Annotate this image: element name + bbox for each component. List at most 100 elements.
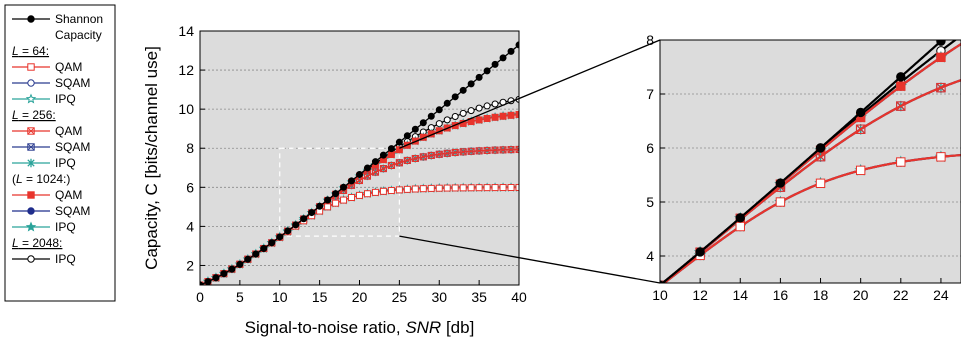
data-point [387,151,395,159]
data-point [499,184,507,192]
data-point [363,190,371,198]
connector-line-top [399,39,661,149]
data-point [403,185,411,193]
data-point [515,41,519,49]
y-tick-label: 5 [646,194,654,210]
data-point [660,280,665,283]
legend-group-heading: L = 64: [12,44,49,58]
data-point [395,138,403,146]
plot-frame [659,39,961,284]
series-line [660,40,944,283]
data-point [387,145,395,153]
data-point [300,215,308,223]
x-tick-label: 20 [853,287,869,303]
x-tick-label: 5 [236,289,244,305]
data-point [419,185,427,193]
data-point [475,184,483,192]
tick-labels: 0 5 10 15 20 25 30 35 40 2 4 6 8 10 12 14 [178,23,527,305]
data-point [356,170,363,178]
x-tick-label: 15 [312,289,328,305]
x-tick-label: 30 [431,289,447,305]
x-axis-label-text: Signal-to-noise ratio, [245,318,406,337]
data-point [491,100,499,108]
data-point [236,260,244,268]
y-axis-label: Capacity, C [bits/channel use] [142,46,161,270]
data-point [936,152,946,162]
data-point [348,177,356,185]
legend-label: IPQ [55,156,76,170]
data-point [332,199,340,207]
series-0 [200,41,519,285]
data-point [467,184,475,192]
data-point [443,116,451,124]
data-point [475,73,483,81]
data-point [395,186,403,194]
legend-marker [27,79,35,87]
series-group [660,40,961,283]
series-group [200,41,519,285]
y-tick-label: 7 [646,86,654,102]
x-axis-label: Signal-to-noise ratio, SNR [db] [245,318,475,337]
legend-marker [27,127,35,135]
data-point [260,244,268,252]
x-tick-label: 14 [732,287,748,303]
main-chart: 0 5 10 15 20 25 30 35 40 2 4 6 8 10 12 14 Signal-to-nois… [142,23,527,337]
data-point [459,184,467,192]
data-point [435,150,443,158]
data-point [411,185,419,193]
legend-marker [27,15,35,23]
data-point [815,143,826,153]
data-point [499,54,507,62]
legend-marker [27,63,35,71]
y-tick-label: 14 [178,23,194,39]
legend-label: SQAM [55,76,90,90]
data-point [379,187,387,195]
data-point [340,196,348,204]
data-point [371,158,379,166]
data-point [483,102,491,110]
legend-label: QAM [55,188,82,202]
data-point [435,106,443,114]
y-tick-label: 6 [646,140,654,156]
data-point [252,250,260,258]
data-point [475,116,483,124]
x-tick-label: 40 [511,289,527,305]
data-point [507,183,515,191]
data-point [403,156,411,164]
data-point [451,112,459,120]
x-tick-label: 0 [196,289,204,305]
data-point [395,146,403,154]
data-point [896,157,906,167]
y-tick-label: 10 [178,101,194,117]
legend-label: SQAM [55,204,90,218]
data-point [308,209,316,217]
data-point [775,178,786,188]
data-point [855,107,866,118]
data-point [363,164,371,172]
data-point [896,81,906,91]
data-point [411,125,419,133]
legend-marker [27,207,35,215]
data-point [695,247,705,257]
y-tick-label: 8 [186,140,194,156]
data-point [936,82,946,93]
data-point [735,213,745,223]
data-point [515,111,519,119]
data-point [332,190,340,198]
y-tick-label: 8 [646,32,654,48]
data-point [387,161,395,169]
data-point [443,99,451,107]
data-point [896,72,906,82]
legend-marker [27,191,35,199]
data-point [507,111,515,119]
data-point [348,193,356,201]
y-tick-label: 4 [646,248,654,264]
data-point [371,188,379,196]
x-tick-label: 12 [692,287,708,303]
x-tick-label: 22 [893,287,909,303]
legend-marker [27,255,35,263]
data-point [228,265,236,273]
x-tick-label: 10 [272,289,288,305]
data-point [363,172,371,180]
legend-marker [25,221,37,232]
